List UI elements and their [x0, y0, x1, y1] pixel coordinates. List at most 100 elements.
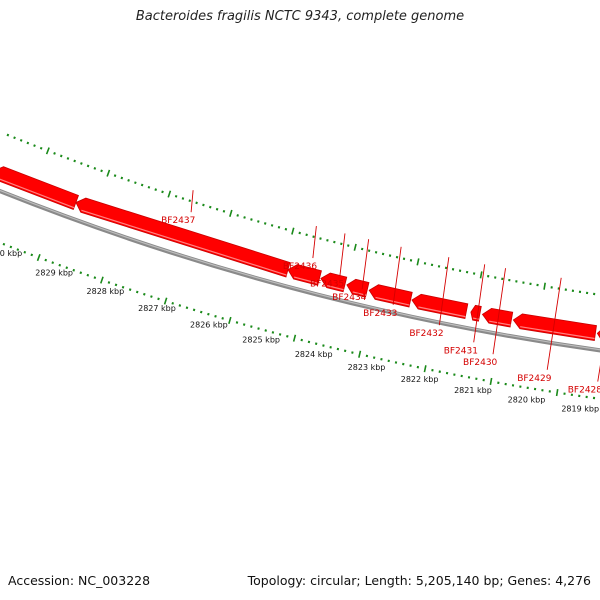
minor-tick — [150, 295, 153, 298]
minor-tick — [214, 314, 217, 318]
minor-tick — [59, 154, 63, 158]
gene-arrow-highlight — [293, 276, 319, 284]
genome-title: Bacteroides fragilis NCTC 9343, complete… — [135, 9, 465, 24]
minor-tick — [147, 185, 151, 189]
minor-tick — [222, 209, 226, 213]
kbp-label: 2822 kbp — [401, 375, 439, 384]
minor-tick — [221, 317, 224, 320]
backbone-highlight — [0, 189, 600, 351]
minor-tick — [343, 349, 347, 353]
minor-tick — [127, 178, 130, 182]
gene-leader-line — [546, 277, 562, 370]
minor-tick — [207, 312, 210, 316]
minor-tick — [192, 308, 196, 312]
gene-track — [0, 166, 600, 341]
gene-label: BF2428 — [568, 386, 600, 396]
minor-tick — [199, 310, 203, 314]
kbp-label: 2823 kbp — [348, 363, 386, 372]
minor-tick — [72, 268, 76, 272]
minor-tick — [2, 242, 6, 246]
minor-tick — [329, 346, 332, 349]
gene-label: BF2437 — [161, 216, 195, 226]
minor-tick — [79, 271, 83, 275]
minor-tick — [278, 333, 282, 336]
kbp-label: 2830 kbp — [0, 249, 22, 258]
gene-label: BF2433 — [363, 309, 397, 319]
minor-tick — [367, 249, 371, 252]
major-tick — [163, 297, 168, 305]
minor-tick — [208, 205, 212, 209]
major-tick — [167, 190, 172, 198]
gene-arrow-highlight — [352, 291, 367, 296]
minor-tick — [270, 224, 274, 227]
kbp-label: 2826 kbp — [190, 320, 228, 329]
gene-leader-line — [473, 264, 486, 343]
gene-arrow — [75, 197, 291, 278]
minor-tick — [134, 181, 137, 185]
minor-tick — [326, 238, 329, 242]
major-tick — [358, 350, 362, 358]
minor-tick — [128, 288, 132, 291]
minor-tick — [65, 266, 69, 270]
major-tick — [36, 253, 41, 262]
gene-arrow-highlight — [326, 285, 344, 291]
minor-tick — [107, 281, 111, 284]
gene-arrow-highlight — [0, 178, 75, 209]
minor-tick — [93, 276, 97, 280]
gene-arrow — [0, 166, 79, 211]
gene-arrow-highlight — [472, 317, 479, 320]
major-tick — [479, 271, 483, 279]
minor-tick — [300, 338, 303, 342]
minor-tick — [157, 297, 160, 301]
minor-tick — [120, 176, 124, 180]
minor-tick — [250, 325, 253, 328]
gene-arrow — [287, 264, 322, 286]
genome-summary: Topology: circular; Length: 5,205,140 bp… — [247, 573, 591, 588]
gene-leader-line — [339, 233, 346, 276]
minor-tick — [188, 199, 192, 203]
major-tick — [45, 147, 50, 155]
minor-tick — [23, 250, 27, 254]
minor-tick — [33, 144, 36, 148]
gene-leader-line — [361, 239, 370, 290]
minor-tick — [305, 233, 308, 237]
gene-label: BF2432 — [409, 329, 443, 339]
gene-arrow-highlight — [520, 326, 595, 340]
minor-tick — [178, 304, 182, 307]
major-tick — [555, 388, 559, 397]
minor-tick — [312, 235, 315, 239]
major-tick — [416, 258, 420, 266]
gene-leader-line — [190, 190, 194, 213]
minor-tick — [73, 159, 76, 163]
gene-arrow — [596, 330, 600, 339]
gene-arrow-highlight — [489, 320, 511, 326]
gene-arrow — [411, 293, 469, 320]
major-tick — [100, 276, 104, 284]
genome-backbone — [0, 188, 600, 353]
minor-tick — [6, 133, 10, 137]
minor-tick — [30, 253, 34, 257]
gene-arrow — [481, 307, 514, 328]
kbp-label: 2828 kbp — [87, 287, 125, 296]
minor-tick — [161, 190, 164, 194]
minor-tick — [26, 141, 30, 145]
gene-label: BF2434 — [332, 293, 367, 303]
major-tick — [291, 227, 295, 235]
kbp-label: 2825 kbp — [242, 336, 280, 345]
minor-tick — [53, 152, 56, 155]
gene-labels: BF2437BF2436BF2435BF2434BF2433BF2432BF24… — [161, 190, 600, 396]
gene-label: BF2435 — [310, 279, 344, 289]
minor-tick — [80, 162, 83, 165]
minor-tick — [243, 216, 246, 219]
minor-tick — [277, 225, 281, 229]
gene-label: BF2429 — [517, 374, 552, 384]
minor-tick — [93, 167, 97, 170]
minor-tick — [121, 285, 125, 289]
minor-tick — [202, 203, 205, 207]
gene-arrow — [512, 313, 597, 341]
minor-tick — [250, 218, 253, 221]
minor-tick — [44, 258, 48, 262]
minor-tick — [257, 220, 260, 223]
minor-tick — [39, 146, 43, 150]
